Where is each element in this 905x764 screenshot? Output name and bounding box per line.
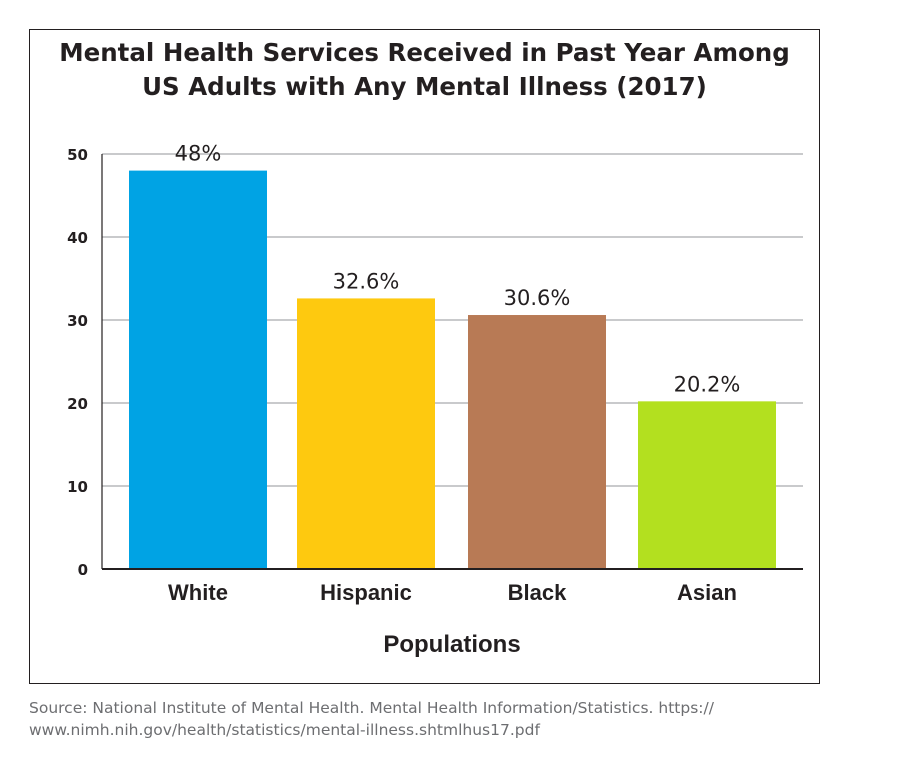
data-label: 30.6% xyxy=(504,286,571,310)
y-tick-label: 0 xyxy=(78,561,88,579)
data-label: 48% xyxy=(175,142,222,166)
bar-asian xyxy=(638,401,776,569)
data-labels: 48% 32.6% 30.6% 20.2% xyxy=(175,142,741,397)
x-tick-label: Asian xyxy=(677,580,737,605)
chart-title: Mental Health Services Received in Past … xyxy=(59,38,790,101)
x-tick-label: Black xyxy=(508,580,567,605)
data-label: 32.6% xyxy=(333,269,400,293)
bar-hispanic xyxy=(297,298,435,569)
x-tick-label: White xyxy=(168,580,228,605)
y-tick-label: 10 xyxy=(67,478,88,496)
bar-black xyxy=(468,315,606,569)
bar-white xyxy=(129,170,267,569)
y-tick-label: 50 xyxy=(67,146,88,164)
x-tick-label: Hispanic xyxy=(320,580,412,605)
bars xyxy=(129,170,776,569)
data-label: 20.2% xyxy=(674,372,741,396)
y-tick-label: 30 xyxy=(67,312,88,330)
source-note: Source: National Institute of Mental Hea… xyxy=(29,699,714,739)
x-axis-title: Populations xyxy=(383,631,520,658)
y-tick-label: 40 xyxy=(67,229,88,247)
y-tick-label: 20 xyxy=(67,395,88,413)
axes: 0 10 20 30 40 50 White Hispanic Black Asian xyxy=(67,146,803,605)
